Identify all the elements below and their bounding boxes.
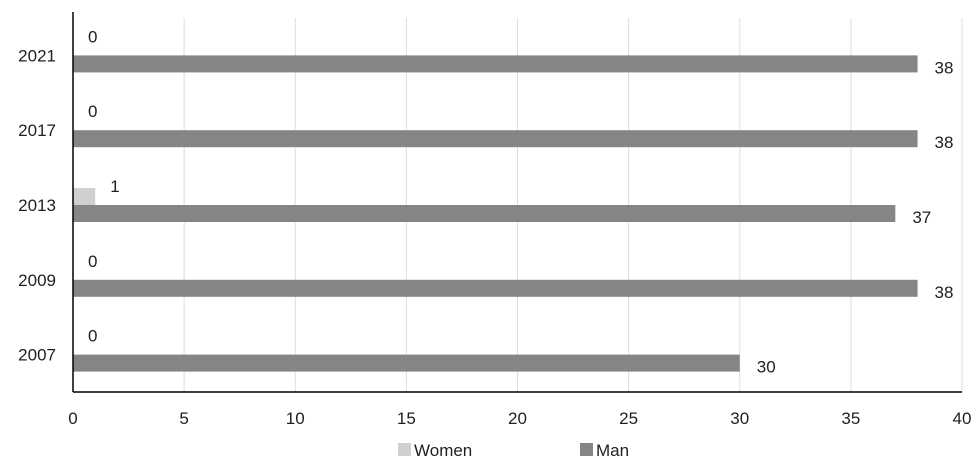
x-tick-label: 25 bbox=[619, 409, 638, 428]
legend-label-man: Man bbox=[596, 441, 629, 460]
legend-label-women: Women bbox=[414, 441, 472, 460]
x-tick-label: 0 bbox=[68, 409, 77, 428]
bar-man-2009 bbox=[73, 279, 918, 297]
legend-swatch-women bbox=[398, 443, 411, 456]
x-tick-label: 40 bbox=[953, 409, 972, 428]
data-label-women-2009: 0 bbox=[88, 252, 97, 271]
data-label-women-2007: 0 bbox=[88, 327, 97, 346]
x-tick-label: 30 bbox=[730, 409, 749, 428]
x-tick-label: 5 bbox=[179, 409, 188, 428]
bars bbox=[73, 55, 918, 372]
legend: Women Man bbox=[398, 441, 629, 460]
data-label-man-2017: 38 bbox=[935, 133, 954, 152]
x-tick-label: 20 bbox=[508, 409, 527, 428]
bar-man-2007 bbox=[73, 354, 740, 372]
data-label-man-2021: 38 bbox=[935, 58, 954, 77]
x-tick-label: 10 bbox=[286, 409, 305, 428]
data-label-women-2021: 0 bbox=[88, 27, 97, 46]
y-tick-label: 2017 bbox=[18, 121, 56, 140]
bar-man-2017 bbox=[73, 130, 918, 148]
data-label-man-2007: 30 bbox=[757, 358, 776, 377]
legend-swatch-man bbox=[580, 443, 593, 456]
bar-women-2013 bbox=[73, 188, 96, 205]
data-label-women-2017: 0 bbox=[88, 102, 97, 121]
y-tick-label: 2007 bbox=[18, 346, 56, 365]
bar-man-2021 bbox=[73, 55, 918, 73]
data-label-man-2013: 37 bbox=[912, 208, 931, 227]
x-tick-label: 15 bbox=[397, 409, 416, 428]
y-tick-label: 2013 bbox=[18, 196, 56, 215]
y-tick-label: 2021 bbox=[18, 46, 56, 65]
x-tick-label: 35 bbox=[841, 409, 860, 428]
data-labels: 0 38 0 38 1 37 0 38 0 30 bbox=[88, 27, 953, 376]
bar-man-2013 bbox=[73, 205, 896, 222]
data-label-man-2009: 38 bbox=[935, 283, 954, 302]
y-tick-label: 2009 bbox=[18, 271, 56, 290]
data-label-women-2013: 1 bbox=[110, 177, 119, 196]
